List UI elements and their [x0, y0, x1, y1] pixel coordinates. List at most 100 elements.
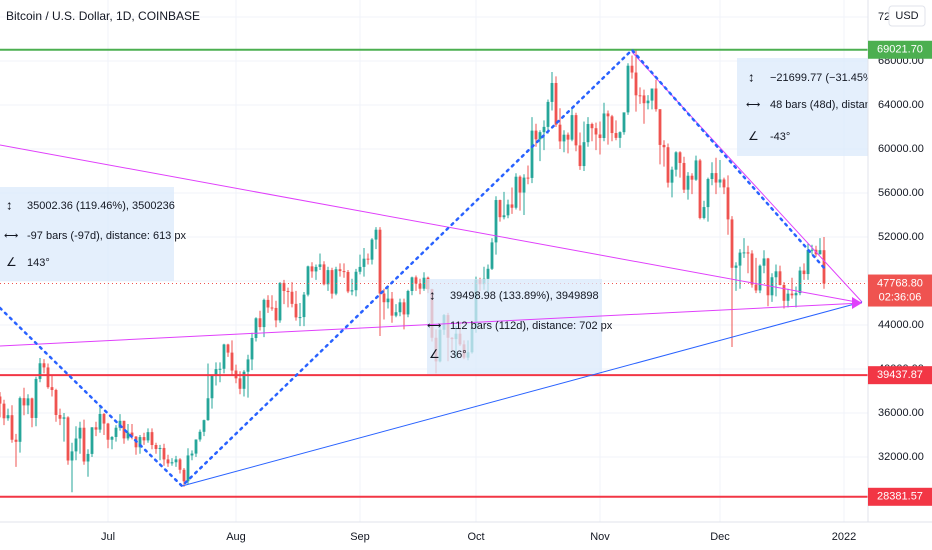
candle-body: [698, 160, 702, 218]
candle-body: [370, 239, 374, 260]
candle-body: [10, 415, 14, 440]
annotation-text: 35002.36 (119.46%), 3500236: [27, 200, 175, 212]
candle-body: [774, 271, 778, 278]
candle-body: [130, 432, 134, 437]
candle-body: [166, 459, 170, 464]
candle-body: [138, 437, 142, 448]
candle-body: [334, 269, 338, 294]
candle-body: [786, 293, 790, 301]
icon: ↕: [6, 197, 13, 212]
candle-body: [694, 160, 698, 180]
candle-body: [646, 100, 650, 104]
candle-body: [538, 132, 542, 140]
candle-body: [362, 258, 366, 267]
candle-body: [278, 282, 282, 321]
candle-body: [690, 175, 694, 180]
candle-body: [718, 179, 722, 183]
currency-button[interactable]: [888, 5, 926, 27]
candle-body: [22, 398, 26, 406]
candle-body: [650, 88, 654, 101]
candle-body: [754, 284, 758, 291]
icon: ∠: [429, 347, 440, 361]
annotation-text: -97 bars (-97d), distance: 613 px: [27, 230, 186, 242]
y-tick-label: 44000.00: [878, 319, 924, 331]
candle-body: [374, 229, 378, 240]
candle-body: [738, 252, 742, 266]
candle-body: [722, 179, 726, 188]
candle-body: [34, 378, 38, 418]
candle-body: [514, 176, 518, 208]
candle-body: [238, 378, 242, 389]
candle-body: [382, 293, 386, 303]
candle-body: [502, 215, 506, 218]
candle-body: [666, 147, 670, 183]
candle-body: [486, 268, 490, 279]
candle-body: [26, 398, 30, 406]
chart-title: Bitcoin / U.S. Dollar, 1D, COINBASE: [6, 9, 200, 23]
candle-body: [510, 204, 514, 208]
candle-body: [154, 445, 158, 449]
candle-body: [62, 417, 66, 419]
candle-body: [222, 344, 226, 369]
candle-body: [406, 291, 410, 315]
candle-body: [302, 294, 306, 318]
candle-body: [678, 152, 682, 163]
candle-body: [798, 270, 802, 294]
candle-body: [50, 387, 54, 391]
candle-body: [194, 439, 198, 454]
candle-body: [14, 439, 18, 442]
candle-body: [782, 284, 786, 301]
candle-body: [2, 403, 6, 419]
level-label-bg: [868, 487, 932, 506]
x-tick-label: Dec: [710, 531, 730, 543]
candle-body: [266, 299, 270, 308]
arrow-head: [852, 297, 862, 309]
candle-body: [610, 116, 614, 134]
candle-body: [806, 249, 810, 275]
candle-body: [494, 200, 498, 243]
candle-body: [82, 427, 86, 462]
candle-body: [310, 266, 314, 272]
trend-line: [181, 301, 863, 487]
candle-body: [182, 469, 186, 482]
candle-body: [778, 271, 782, 285]
level-label: 28381.57: [877, 491, 923, 503]
candle-body: [630, 65, 634, 73]
candle-body: [558, 124, 562, 142]
candle-body: [622, 112, 626, 133]
candle-body: [42, 363, 46, 368]
candle-body: [250, 337, 254, 360]
candle-body: [342, 271, 346, 273]
candle-body: [162, 447, 166, 460]
candle-body: [810, 249, 814, 251]
icon: ∠: [748, 129, 759, 143]
candle-body: [286, 291, 290, 293]
candle-body: [202, 420, 206, 432]
x-tick-label: 2022: [832, 531, 856, 543]
candle-body: [614, 133, 618, 138]
drawings: ↕ ⟷ ∠ ↕ ⟷ ∠ ↕ ⟷ ∠: [0, 48, 868, 488]
candle-body: [594, 128, 598, 135]
icon: ∠: [6, 255, 17, 269]
y-tick-label: 36000.00: [878, 407, 924, 419]
annotations: 35002.36 (119.46%), 3500236 -97 bars (-97…: [27, 72, 868, 361]
candle-body: [606, 113, 610, 117]
candle-body: [326, 270, 330, 285]
candle-body: [726, 187, 730, 220]
candle-body: [742, 252, 746, 254]
candle-body: [550, 82, 554, 102]
candle-body: [658, 109, 662, 145]
candle-body: [158, 447, 162, 449]
level-label: 69021.70: [877, 44, 923, 56]
candle-body: [790, 293, 794, 296]
candle-body: [206, 398, 210, 421]
candle-body: [230, 352, 234, 371]
currency-button-label[interactable]: USD: [895, 10, 918, 22]
candle-body: [242, 371, 246, 389]
candle-body: [730, 219, 734, 268]
y-tick-label: 64000.00: [878, 99, 924, 111]
candle-body: [574, 115, 578, 146]
level-label: 39437.87: [877, 369, 923, 381]
candle-body: [94, 427, 98, 430]
